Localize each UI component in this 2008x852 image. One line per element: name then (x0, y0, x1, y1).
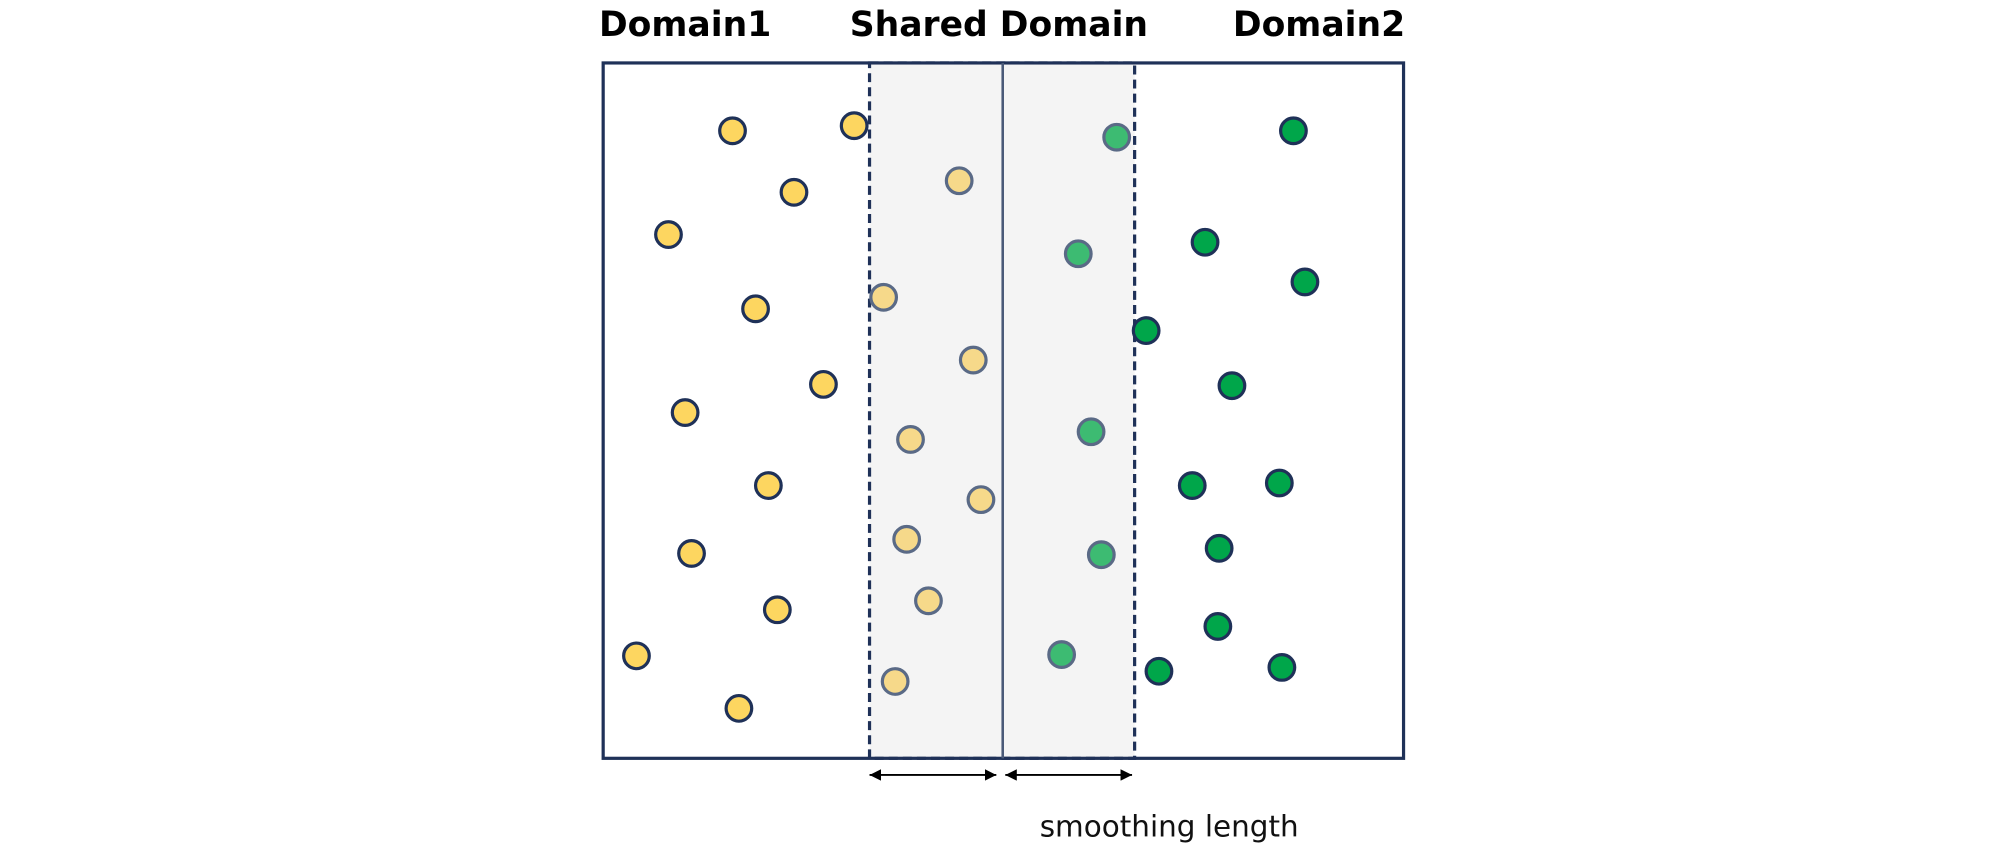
shared-domain2-particle (1047, 640, 1077, 669)
shared-domain1-particle (958, 345, 988, 375)
domain2-particle (1144, 656, 1174, 686)
shared-domain2-particle (1076, 417, 1106, 447)
shared-domain1-particle (944, 166, 974, 196)
domain2-particle (1279, 116, 1308, 146)
domain1-particle (762, 595, 792, 625)
shared-domain1-particle (869, 282, 899, 312)
domain1-particle (839, 111, 869, 141)
shared-domain1-particle (914, 586, 943, 616)
shared-domain2-particle (1102, 122, 1132, 152)
domain1-particle (718, 116, 747, 146)
domain2-particle (1267, 652, 1297, 682)
shared-domain2-particle (1063, 239, 1093, 269)
domain1-particle (677, 539, 706, 568)
domain1-particle (622, 641, 651, 671)
domain2-particle (1131, 316, 1161, 346)
domain2-label: Domain2 (1233, 5, 1405, 45)
domain1-label: Domain1 (599, 5, 771, 45)
domain1-particle (724, 693, 754, 723)
shared-domain1-particle (966, 485, 996, 515)
shared-domain1-particle (892, 524, 922, 554)
domain2-particle (1190, 227, 1220, 257)
domain1-particle (654, 220, 683, 249)
domain1-particle (753, 471, 783, 500)
shared-domain1-particle (896, 425, 925, 454)
shared-domain-label: Shared Domain (850, 5, 1148, 45)
particles (622, 111, 1320, 723)
domain2-particle (1204, 533, 1234, 563)
domain2-particle (1203, 612, 1233, 641)
domain1-particle (741, 294, 770, 324)
shared-domain2-particle (1086, 540, 1116, 570)
domain1-particle (809, 369, 838, 399)
domain2-particle (1217, 371, 1247, 401)
domain2-particle (1290, 267, 1320, 297)
smoothing-length-label: smoothing length (1040, 809, 1299, 843)
domain2-particle (1264, 468, 1294, 498)
domain1-particle (779, 177, 809, 207)
domain2-particle (1177, 471, 1207, 500)
domain1-particle (670, 398, 700, 427)
shared-domain1-particle (880, 667, 910, 696)
